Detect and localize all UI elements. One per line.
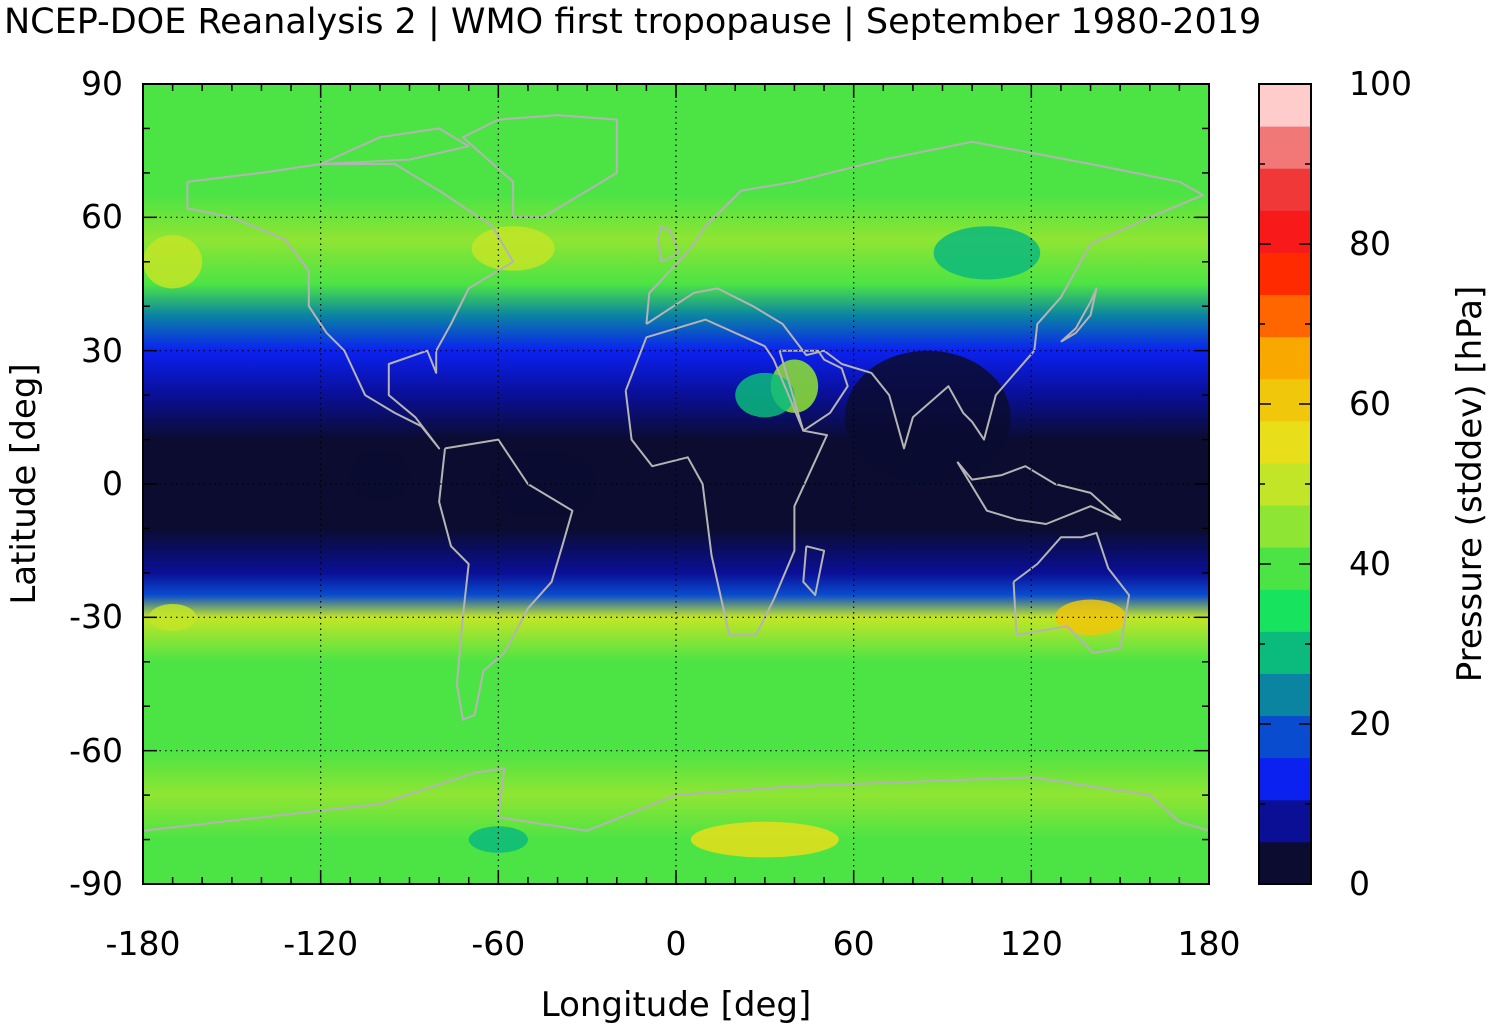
y-tick-label: 90 — [81, 64, 123, 103]
x-tick-label: -60 — [471, 924, 526, 963]
chart-title: NCEP-DOE Reanalysis 2 | WMO first tropop… — [4, 2, 1262, 42]
coastline-antarctica — [142, 767, 1210, 832]
y-tick-label: -60 — [69, 730, 123, 770]
x-tick-label: 180 — [1177, 924, 1241, 963]
anomaly-region-0 — [350, 448, 410, 502]
coastline-arabia — [778, 349, 849, 432]
coastlines — [142, 114, 1210, 832]
colorbar-tick-label: 20 — [1349, 704, 1391, 743]
colorbar-tick-label: 80 — [1349, 224, 1391, 263]
y-tick-label: -30 — [69, 597, 123, 637]
colorbar-swatch-13 — [1259, 294, 1311, 338]
coastline-africa — [624, 318, 828, 637]
coastline-south-america — [438, 438, 574, 721]
colorbar-swatch-15 — [1259, 210, 1311, 253]
anomaly-region-10 — [933, 226, 1041, 280]
colorbar-swatch-3 — [1259, 715, 1311, 759]
coastline-japan — [1060, 287, 1098, 343]
coastline-australia — [1012, 531, 1131, 654]
y-tick-label: 0 — [102, 464, 123, 503]
colorbar-swatch-9 — [1259, 462, 1311, 506]
colorbar-tick-label: 40 — [1349, 544, 1391, 583]
plot-frame — [142, 83, 1210, 885]
colorbar-swatch-10 — [1259, 420, 1311, 464]
anomaly-region-7 — [471, 226, 555, 271]
colorbar-swatch-16 — [1259, 168, 1311, 211]
anomaly-region-4 — [735, 372, 795, 418]
x-axis-label: Longitude [deg] — [540, 985, 812, 1025]
grid-lines — [143, 84, 1209, 884]
colorbar — [1258, 83, 1312, 885]
colorbar-swatch-11 — [1259, 378, 1311, 422]
x-tick-label: -180 — [105, 924, 181, 963]
colorbar-swatch-6 — [1259, 589, 1311, 632]
colorbar-swatch-17 — [1259, 126, 1311, 169]
heatmap-anomalies — [143, 226, 1127, 858]
colorbar-swatch-5 — [1259, 631, 1311, 674]
coastline-greenland-arctic-islands — [320, 127, 470, 165]
colorbar-swatch-7 — [1259, 547, 1311, 590]
y-tick-label: 60 — [81, 197, 123, 237]
colorbar-swatch-0 — [1259, 841, 1311, 885]
colorbar-swatch-14 — [1259, 252, 1311, 296]
coastline-north-america — [186, 163, 515, 450]
colorbar-swatch-4 — [1259, 673, 1311, 717]
colorbar-swatch-18 — [1259, 84, 1311, 127]
anomaly-region-5 — [1055, 599, 1127, 636]
coastline-madagascar — [802, 545, 826, 597]
y-tick-label: -90 — [69, 864, 123, 903]
axis-ticks — [142, 83, 1210, 885]
colorbar-label: Pressure (stddev) [hPa] — [1450, 285, 1490, 683]
anomaly-region-2 — [844, 350, 1011, 484]
coastline-greenland — [461, 114, 618, 219]
anomaly-region-9 — [468, 826, 528, 853]
coastline-uk — [657, 225, 680, 263]
y-tick-label: 30 — [81, 330, 123, 370]
colorbar-swatch-8 — [1259, 505, 1311, 548]
anomaly-region-1 — [489, 448, 597, 520]
coastline-indonesia — [956, 461, 1122, 525]
coastline-eurasia — [645, 140, 1205, 450]
colorbar-swatch-1 — [1259, 799, 1311, 843]
anomaly-region-8 — [690, 821, 839, 858]
colorbar-tick-label: 100 — [1349, 64, 1412, 103]
x-tick-label: -120 — [283, 924, 359, 963]
anomaly-region-11 — [148, 604, 197, 631]
colorbar-tick-label: 0 — [1349, 864, 1370, 903]
colorbar-swatch-2 — [1259, 757, 1311, 801]
x-tick-label: 120 — [999, 924, 1063, 963]
x-tick-label: 60 — [832, 924, 875, 963]
x-tick-label: 0 — [665, 924, 687, 963]
anomaly-region-6 — [143, 235, 203, 289]
colorbar-swatch-12 — [1259, 336, 1311, 380]
colorbar-tick-label: 60 — [1349, 384, 1391, 423]
